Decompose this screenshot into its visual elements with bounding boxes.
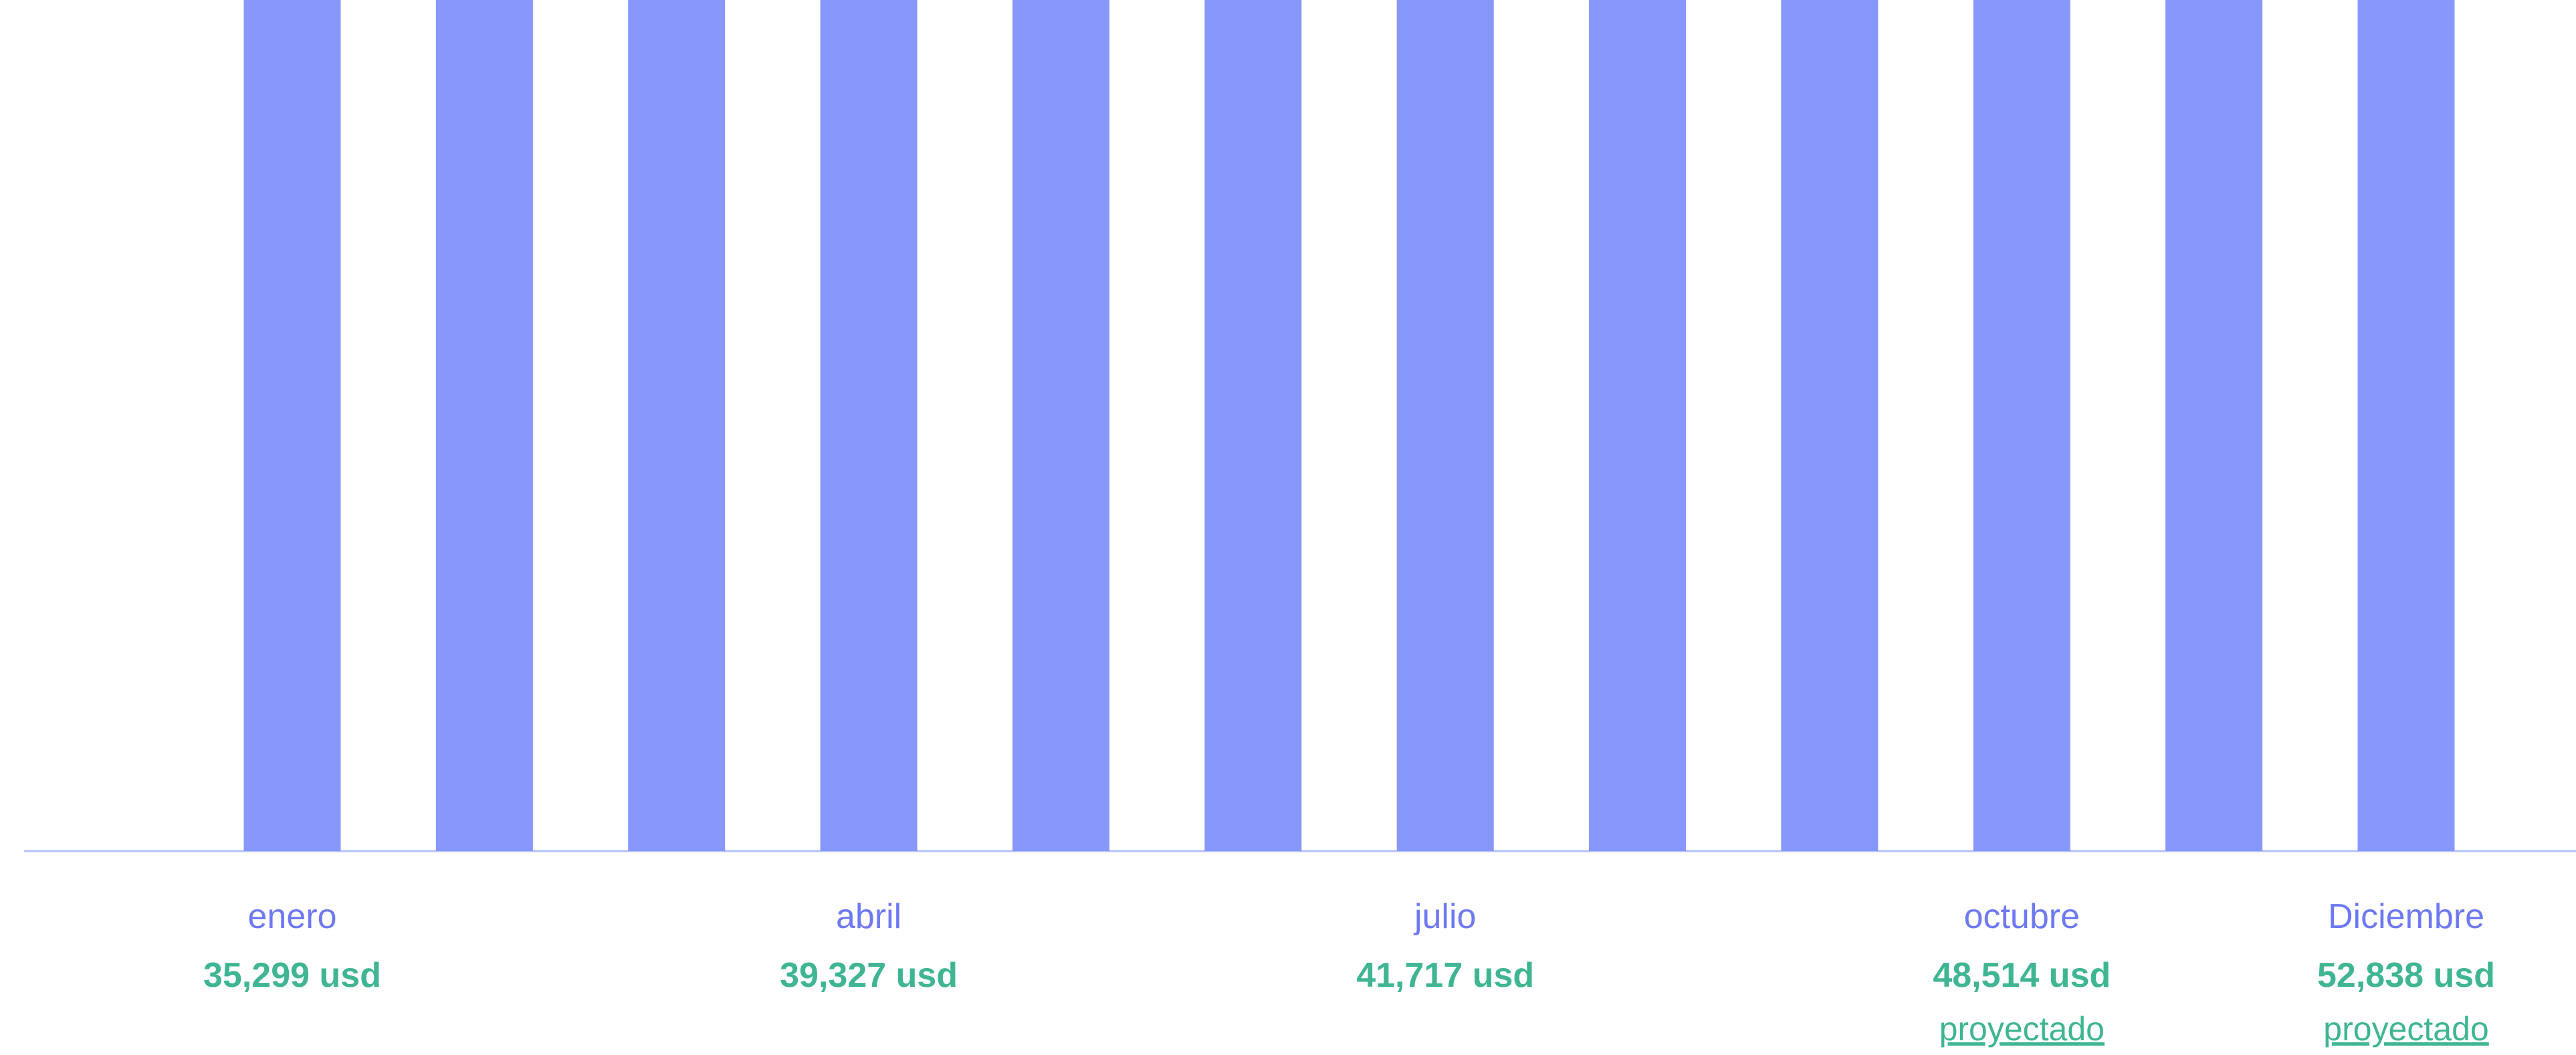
projected-note-link[interactable]: proyectado (2323, 1010, 2488, 1048)
bars-group (243, 0, 2455, 852)
bar-11 (2165, 0, 2263, 851)
bar-8 (1589, 0, 1686, 851)
bar-6 (1204, 0, 1302, 851)
bar-1 (243, 0, 341, 851)
bar-3 (628, 0, 726, 851)
month-label: Diciembre (2328, 897, 2484, 936)
value-label: 41,717 usd (1356, 956, 1534, 995)
bar-7 (1396, 0, 1494, 851)
month-label: abril (836, 897, 901, 936)
bar-9 (1781, 0, 1879, 852)
labels-group: enero 35,299 usd abril 39,327 usd julio 41,71… (203, 897, 2495, 1048)
bar-5 (1012, 0, 1109, 851)
value-label: 48,514 usd (1933, 956, 2111, 995)
bar-10 (1973, 0, 2070, 851)
projected-note-link[interactable]: proyectado (1939, 1010, 2105, 1048)
value-label: 35,299 usd (203, 956, 381, 995)
value-label: 39,327 usd (780, 956, 958, 995)
bar-4 (820, 0, 918, 852)
month-label: enero (248, 897, 337, 936)
month-label: julio (1413, 897, 1477, 936)
bar-12 (2357, 0, 2455, 851)
bar-2 (435, 0, 533, 851)
value-label: 52,838 usd (2317, 956, 2495, 995)
month-label: octubre (1964, 897, 2080, 936)
